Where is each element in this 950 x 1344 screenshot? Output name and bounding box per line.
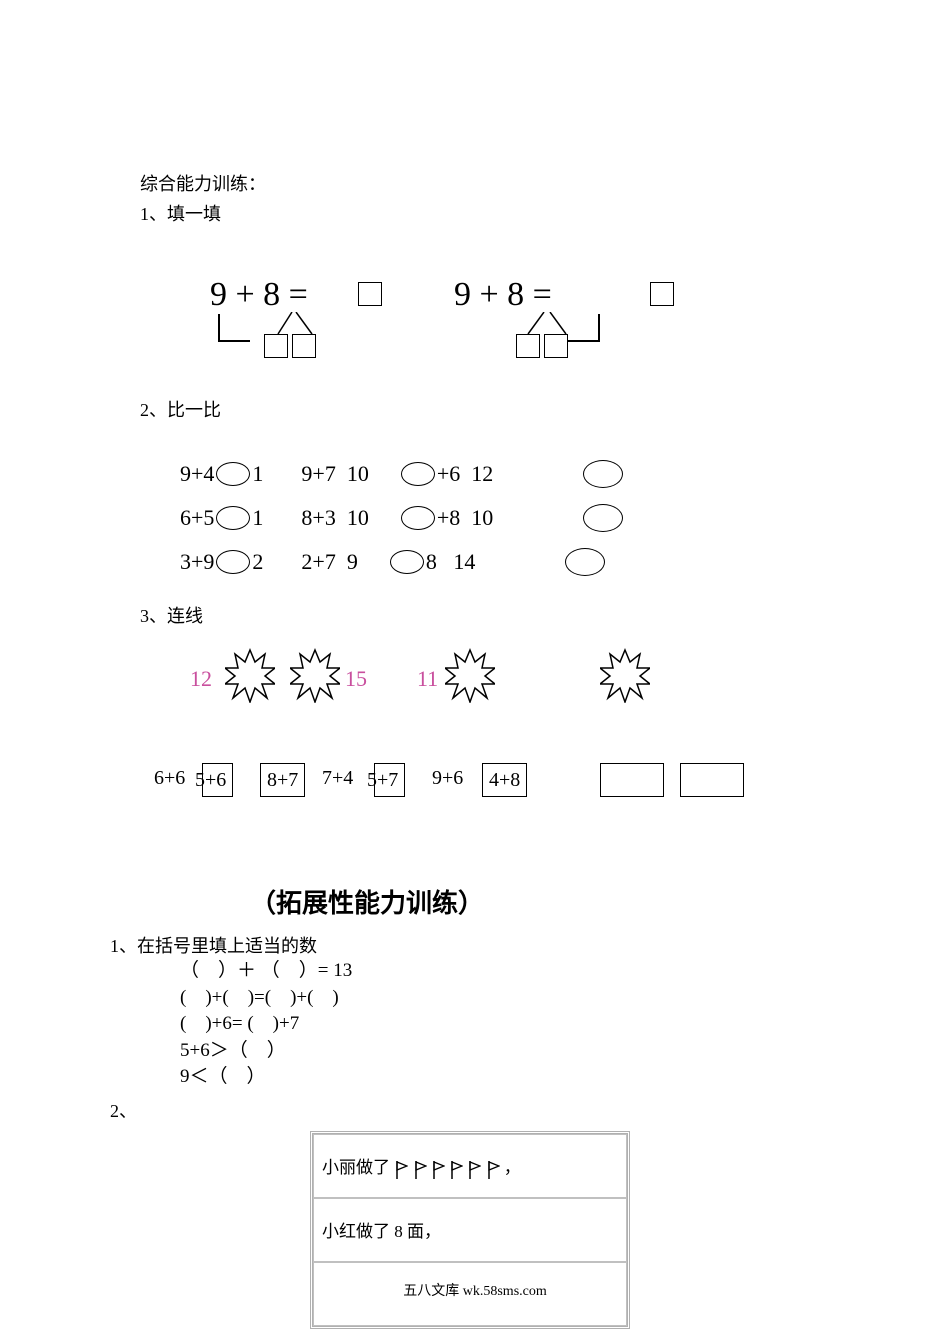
starburst-icon [225,648,275,698]
compare-oval[interactable] [216,550,250,574]
flag-icon [467,1161,481,1179]
ext-q2-title: 2、 [110,1097,830,1123]
flag-icon [449,1161,463,1179]
expression-box[interactable]: 5+7 [374,763,405,797]
matching-section: 12 15 11 6+6 5+6 8+7 7+4 5+7 9+6 4+8 [140,648,830,803]
compare-oval[interactable] [401,462,435,486]
q3-title: 3、连线 [140,602,830,628]
compare-oval[interactable] [565,548,605,576]
starburst-icon [290,648,340,698]
eq-right: 9 + 8 = [454,276,552,314]
expression-box[interactable]: 5+6 [202,763,233,797]
ext-q1: 1、在括号里填上适当的数 （ ）＋ （ ）= 13 ( )+( )=( )+( … [140,932,830,1091]
q2-title: 2、比一比 [140,396,830,422]
fill-in-diagram: 9 + 8 = 9 + 8 = [210,276,830,386]
compare-row: 9+41 9+7 10 +6 12 [180,452,830,496]
answer-box[interactable] [544,334,568,358]
compare-oval[interactable] [390,550,424,574]
expression-box[interactable]: 4+8 [482,763,527,797]
q1-title: 1、填一填 [140,200,830,226]
compare-oval[interactable] [216,462,250,486]
compare-section: 9+41 9+7 10 +6 12 6+51 8+3 10 +8 10 3+92… [140,452,830,584]
starburst-icon [445,648,495,698]
worksheet-page: 综合能力训练： 1、填一填 9 + 8 = 9 + 8 = 2、比一比 [0,0,950,1329]
answer-box[interactable] [358,282,382,306]
answer-box[interactable] [650,282,674,306]
expression-row: 6+6 5+6 8+7 7+4 5+7 9+6 4+8 [150,763,830,803]
compare-oval[interactable] [583,504,623,532]
flag-icon [413,1161,427,1179]
compare-oval[interactable] [401,506,435,530]
answer-box[interactable] [264,334,288,358]
table-row: 小丽做了 ， [313,1134,627,1198]
extension-title: （拓展性能力训练） [250,883,830,920]
section-header: 综合能力训练： [140,170,830,196]
flag-icon [486,1161,500,1179]
answer-box[interactable] [292,334,316,358]
flag-icon [431,1161,445,1179]
expression-box[interactable]: 8+7 [260,763,305,797]
expression-box[interactable] [680,763,744,797]
flag-icon [394,1161,408,1179]
expression-box[interactable] [600,763,664,797]
compare-row: 3+92 2+7 9 8 14 [180,540,830,584]
page-footer: 五八文库 wk.58sms.com [0,1280,950,1300]
eq-left: 9 + 8 = [210,276,308,314]
starburst-icon [600,648,650,698]
burst-row: 12 15 11 [170,648,830,728]
compare-oval[interactable] [583,460,623,488]
table-row: 小红做了 8 面， [313,1198,627,1262]
compare-oval[interactable] [216,506,250,530]
compare-row: 6+51 8+3 10 +8 10 [180,496,830,540]
answer-box[interactable] [516,334,540,358]
